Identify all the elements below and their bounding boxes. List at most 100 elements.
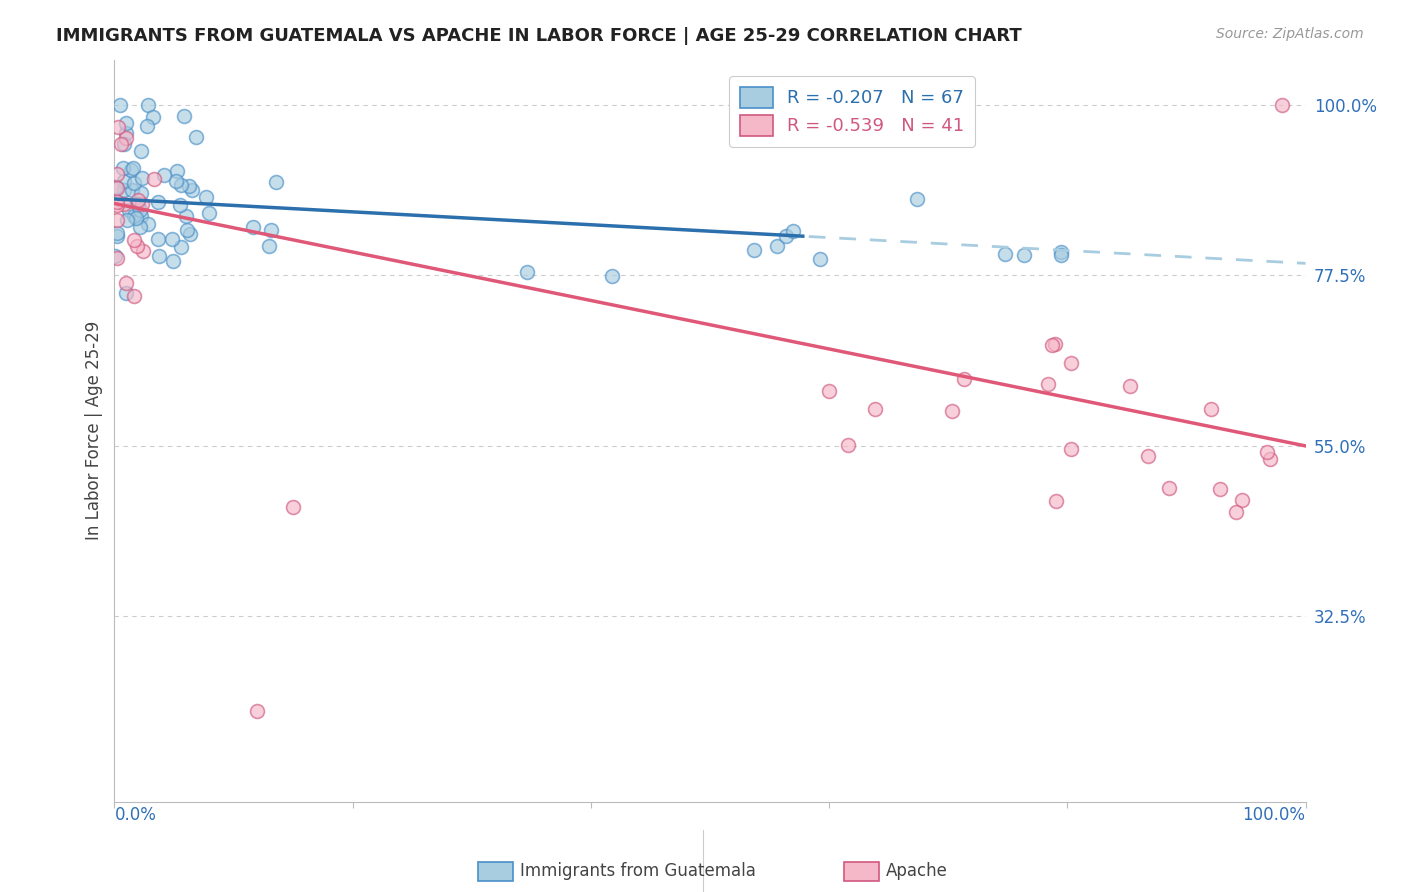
Point bbox=[146, 194, 169, 209]
Point bbox=[148, 249, 170, 263]
Point bbox=[742, 243, 765, 257]
Point bbox=[125, 211, 148, 225]
Point bbox=[863, 401, 886, 416]
Point bbox=[1271, 98, 1294, 112]
Legend: R = -0.207   N = 67, R = -0.539   N = 41: R = -0.207 N = 67, R = -0.539 N = 41 bbox=[730, 76, 974, 146]
Point bbox=[266, 175, 288, 189]
Point bbox=[118, 202, 141, 217]
Point bbox=[1060, 442, 1083, 456]
Point bbox=[142, 110, 165, 124]
Point bbox=[110, 137, 132, 152]
Point bbox=[1157, 481, 1180, 495]
Point bbox=[1258, 451, 1281, 466]
Point bbox=[105, 194, 128, 209]
Point bbox=[104, 249, 127, 263]
Y-axis label: In Labor Force | Age 25-29: In Labor Force | Age 25-29 bbox=[86, 321, 103, 541]
Point bbox=[818, 384, 841, 399]
Point bbox=[105, 228, 128, 243]
Point bbox=[115, 130, 138, 145]
Point bbox=[1059, 356, 1081, 370]
Point bbox=[1137, 449, 1160, 463]
Point bbox=[1208, 482, 1230, 496]
Point bbox=[170, 178, 193, 192]
Point bbox=[179, 227, 201, 242]
Point bbox=[110, 98, 132, 112]
Point bbox=[146, 232, 169, 246]
Point bbox=[112, 196, 135, 211]
Point bbox=[122, 233, 145, 247]
Point bbox=[122, 161, 145, 176]
Point bbox=[120, 163, 142, 178]
Point bbox=[104, 180, 127, 194]
Point bbox=[953, 372, 976, 386]
Point bbox=[162, 231, 184, 245]
Point bbox=[194, 190, 217, 204]
Point bbox=[124, 209, 146, 223]
Point bbox=[114, 276, 136, 290]
Point bbox=[941, 404, 963, 418]
Point bbox=[177, 178, 200, 193]
Point bbox=[242, 219, 264, 234]
Point bbox=[122, 177, 145, 191]
Point bbox=[132, 244, 155, 258]
Point bbox=[115, 285, 138, 300]
Point bbox=[1012, 248, 1035, 262]
Point bbox=[837, 438, 859, 452]
Point bbox=[1256, 445, 1278, 459]
Point bbox=[170, 239, 193, 253]
Text: 100.0%: 100.0% bbox=[1243, 805, 1306, 824]
Point bbox=[127, 197, 149, 211]
Point bbox=[129, 203, 152, 218]
Point bbox=[198, 206, 221, 220]
Point bbox=[143, 172, 166, 186]
Point bbox=[181, 184, 204, 198]
Point bbox=[1119, 379, 1142, 393]
Point bbox=[129, 186, 152, 201]
Point bbox=[775, 229, 797, 244]
Point bbox=[1230, 492, 1253, 507]
Point bbox=[1043, 337, 1066, 351]
Point bbox=[127, 194, 149, 208]
Point bbox=[129, 145, 152, 159]
Point bbox=[993, 247, 1015, 261]
Point bbox=[184, 129, 207, 144]
Point bbox=[135, 120, 157, 134]
Point bbox=[131, 171, 153, 186]
Point bbox=[162, 254, 184, 268]
Point bbox=[105, 213, 128, 227]
Point bbox=[169, 198, 191, 212]
Point bbox=[107, 120, 129, 135]
Point bbox=[1045, 493, 1067, 508]
Point bbox=[112, 174, 135, 188]
Point bbox=[516, 265, 538, 279]
Point bbox=[1038, 376, 1060, 391]
Point bbox=[173, 109, 195, 123]
Point bbox=[260, 222, 283, 236]
Text: IMMIGRANTS FROM GUATEMALA VS APACHE IN LABOR FORCE | AGE 25-29 CORRELATION CHART: IMMIGRANTS FROM GUATEMALA VS APACHE IN L… bbox=[56, 27, 1022, 45]
Point bbox=[782, 224, 804, 238]
Point bbox=[105, 227, 128, 241]
Point bbox=[128, 220, 150, 235]
Text: Apache: Apache bbox=[886, 863, 948, 880]
Point bbox=[112, 136, 135, 151]
Point bbox=[129, 209, 152, 223]
Point bbox=[165, 174, 187, 188]
Text: 0.0%: 0.0% bbox=[114, 805, 156, 824]
Point bbox=[176, 222, 198, 236]
Point bbox=[1049, 247, 1071, 261]
Point bbox=[122, 289, 145, 303]
Point bbox=[1049, 245, 1071, 260]
Point bbox=[808, 252, 831, 267]
Point bbox=[115, 116, 138, 130]
Point bbox=[166, 164, 188, 178]
Point bbox=[281, 500, 304, 514]
Point bbox=[125, 239, 148, 253]
Point bbox=[1040, 337, 1063, 351]
Point bbox=[115, 213, 138, 227]
Point bbox=[105, 180, 128, 194]
Point bbox=[105, 252, 128, 266]
Point bbox=[766, 239, 789, 253]
Point bbox=[1225, 505, 1247, 519]
Point bbox=[600, 268, 623, 283]
Point bbox=[111, 161, 134, 176]
